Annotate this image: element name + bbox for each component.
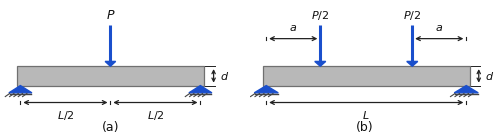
- Text: $L$: $L$: [362, 109, 370, 121]
- Text: (a): (a): [102, 121, 119, 134]
- Polygon shape: [407, 61, 418, 66]
- Text: $P/2$: $P/2$: [403, 9, 421, 22]
- Text: $d$: $d$: [485, 70, 494, 82]
- Text: $L/2$: $L/2$: [146, 109, 164, 122]
- Text: $P/2$: $P/2$: [311, 9, 330, 22]
- Polygon shape: [454, 86, 478, 93]
- Text: $L/2$: $L/2$: [56, 109, 74, 122]
- Polygon shape: [315, 61, 326, 66]
- Bar: [262, 66, 470, 86]
- Text: (b): (b): [356, 121, 374, 134]
- Polygon shape: [105, 61, 116, 66]
- Bar: [17, 66, 204, 86]
- Text: $a$: $a$: [289, 23, 298, 33]
- Polygon shape: [9, 86, 32, 93]
- Polygon shape: [189, 86, 212, 93]
- Text: $d$: $d$: [220, 70, 228, 82]
- Polygon shape: [254, 86, 278, 93]
- Text: $a$: $a$: [435, 23, 444, 33]
- Text: $P$: $P$: [106, 9, 115, 22]
